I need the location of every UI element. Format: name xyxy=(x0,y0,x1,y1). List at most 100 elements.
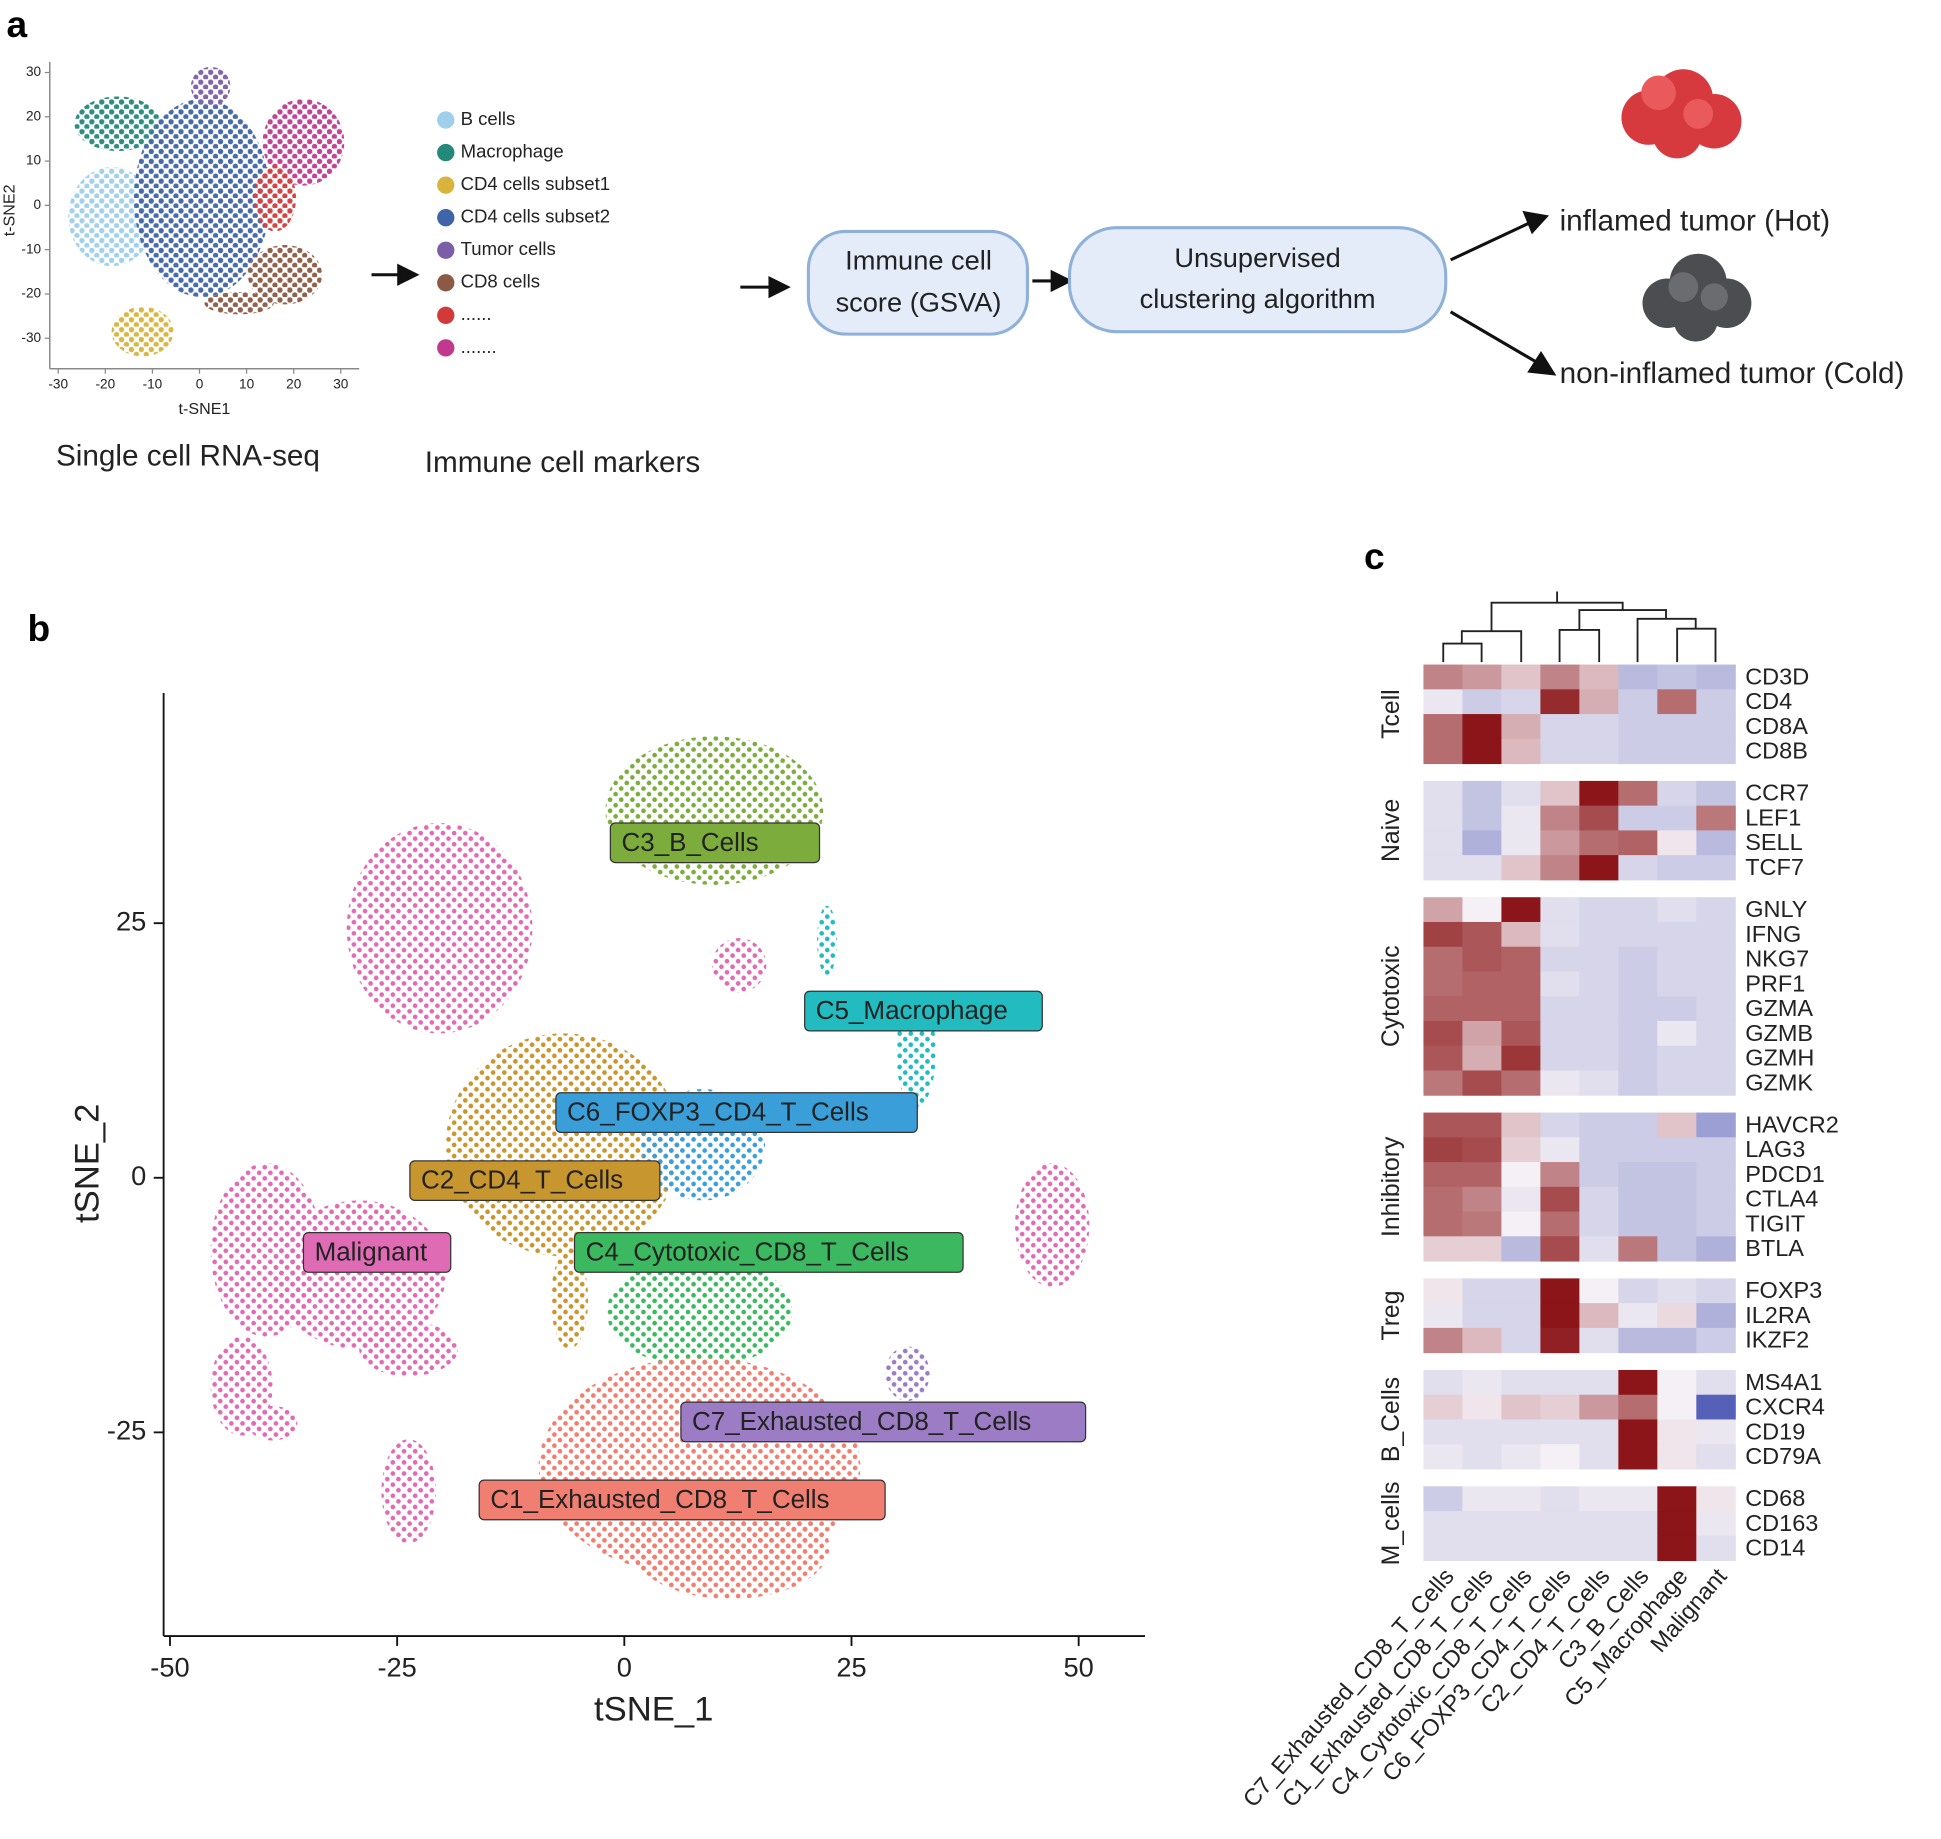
heatmap-cell xyxy=(1540,830,1580,856)
heatmap-cell xyxy=(1540,689,1580,715)
heatmap-cell xyxy=(1657,1045,1697,1071)
heatmap-cell xyxy=(1423,946,1463,972)
heatmap-cell xyxy=(1579,855,1619,881)
heatmap-cell xyxy=(1540,1186,1580,1213)
heatmap-cell xyxy=(1696,1419,1736,1445)
heatmap-cell xyxy=(1540,780,1580,807)
heatmap-cell xyxy=(1423,1236,1463,1262)
heatmap-cell xyxy=(1501,1327,1541,1354)
caption: Single cell RNA-seq xyxy=(56,440,320,473)
heatmap-cell xyxy=(1618,1535,1658,1562)
gene-label: PRF1 xyxy=(1745,970,1805,996)
heatmap-cell xyxy=(1696,1303,1736,1329)
heatmap-cell xyxy=(1696,897,1736,923)
gene-label: PDCD1 xyxy=(1745,1161,1825,1187)
hot-tumor-icon xyxy=(1621,69,1742,159)
group-label: B_Cells xyxy=(1378,1377,1405,1462)
heatmap-cell xyxy=(1696,1394,1736,1420)
heatmap-cell xyxy=(1657,1162,1697,1188)
gene-label: GZMA xyxy=(1745,995,1813,1021)
heatmap-cell xyxy=(1423,780,1463,807)
heatmap-cell xyxy=(1657,1020,1697,1047)
blob xyxy=(1683,99,1714,129)
step-text: Unsupervised xyxy=(1174,242,1340,273)
panel-label: a xyxy=(6,3,27,45)
heatmap-cell xyxy=(1579,996,1619,1022)
legend-label: CD4 cells subset2 xyxy=(461,206,610,227)
heatmap-cell xyxy=(1501,996,1541,1022)
heatmap-cell xyxy=(1618,946,1658,972)
heatmap-cell xyxy=(1657,664,1697,690)
cluster-cloud xyxy=(190,66,231,107)
legend-label: CD8 cells xyxy=(461,271,540,292)
gene-label: TCF7 xyxy=(1745,854,1804,880)
heatmap-cell xyxy=(1579,1020,1619,1047)
cluster-cloud xyxy=(247,1405,298,1441)
heatmap-cell xyxy=(1540,1369,1580,1396)
heatmap-cell xyxy=(1618,1211,1658,1237)
cluster-label: C6_FOXP3_CD4_T_Cells xyxy=(567,1097,869,1127)
x-tick-label: 0 xyxy=(617,1652,632,1683)
heatmap-cell xyxy=(1501,1278,1541,1304)
heatmap-cell xyxy=(1501,1020,1541,1047)
heatmap-cell xyxy=(1696,1444,1736,1470)
gene-label: CD68 xyxy=(1745,1485,1805,1511)
heatmap-cell xyxy=(1462,1327,1502,1354)
gene-label: CXCR4 xyxy=(1745,1394,1825,1420)
heatmap-cell xyxy=(1657,855,1697,881)
gene-label: CD79A xyxy=(1745,1443,1821,1469)
heatmap-cell xyxy=(1657,689,1697,715)
gene-label: SELL xyxy=(1745,829,1803,855)
step-text: score (GSVA) xyxy=(836,287,1002,318)
gene-label: IL2RA xyxy=(1745,1302,1811,1328)
heatmap-cell xyxy=(1618,1186,1658,1213)
heatmap-cell xyxy=(1657,1511,1697,1537)
legend-label: B cells xyxy=(461,108,516,129)
heatmap-cell xyxy=(1501,897,1541,923)
arrow-head xyxy=(768,275,791,299)
heatmap-cell xyxy=(1423,1020,1463,1047)
heatmap-cell xyxy=(1696,738,1736,765)
heatmap-cell xyxy=(1618,1444,1658,1470)
heatmap-cell xyxy=(1501,1303,1541,1329)
x-tick-label: -10 xyxy=(143,376,163,391)
x-tick-label: 20 xyxy=(286,376,302,391)
heatmap-cell xyxy=(1423,897,1463,923)
cluster-label-box xyxy=(555,1092,918,1133)
dendrogram xyxy=(1442,591,1717,663)
heatmap-cell xyxy=(1696,946,1736,972)
heatmap-cell xyxy=(1657,1070,1697,1096)
gene-label: CTLA4 xyxy=(1745,1186,1818,1212)
heatmap-cell xyxy=(1462,1236,1502,1262)
heatmap-cell xyxy=(1423,805,1463,831)
heatmap-cell xyxy=(1462,1020,1502,1047)
heatmap-cell xyxy=(1657,946,1697,972)
heatmap-cell xyxy=(1696,855,1736,881)
heatmap-cell xyxy=(1423,664,1463,690)
heatmap-cell xyxy=(1423,1186,1463,1213)
heatmap-cell xyxy=(1462,738,1502,765)
legend-marker xyxy=(437,339,455,357)
heatmap-cell xyxy=(1501,1419,1541,1445)
gene-label: MS4A1 xyxy=(1745,1369,1822,1395)
heatmap-cell xyxy=(1540,1394,1580,1420)
heatmap-cell xyxy=(1579,1211,1619,1237)
heatmap-cell xyxy=(1462,714,1502,740)
heatmap-cell xyxy=(1423,971,1463,997)
heatmap-cell xyxy=(1696,1236,1736,1262)
heatmap-cell xyxy=(1540,738,1580,765)
heatmap-cell xyxy=(1696,1186,1736,1213)
heatmap-cell xyxy=(1696,1070,1736,1096)
heatmap-cell xyxy=(1657,971,1697,997)
step-box xyxy=(806,229,1029,336)
cluster-label-box xyxy=(573,1231,964,1273)
heatmap-cell xyxy=(1579,1394,1619,1420)
heatmap-cell xyxy=(1462,1419,1502,1445)
heatmap-cell xyxy=(1618,855,1658,881)
heatmap-cell xyxy=(1540,1303,1580,1329)
cluster-label: C3_B_Cells xyxy=(622,827,759,857)
legend-label: ....... xyxy=(461,336,497,357)
heatmap-cell xyxy=(1618,921,1658,948)
cluster-cloud xyxy=(74,96,162,151)
cluster-label-box xyxy=(609,822,821,864)
